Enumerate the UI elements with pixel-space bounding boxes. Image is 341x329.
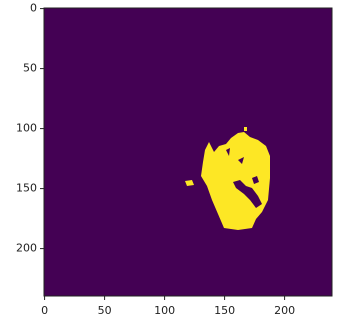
x-tick-label: 200 bbox=[274, 304, 295, 317]
x-tick-label: 100 bbox=[154, 304, 175, 317]
y-tick-label: 200 bbox=[16, 242, 37, 255]
y-tick-label: 100 bbox=[16, 122, 37, 135]
image-background bbox=[44, 8, 332, 296]
mask-island bbox=[244, 127, 247, 131]
x-tick-label: 50 bbox=[98, 304, 112, 317]
x-tick-label: 150 bbox=[214, 304, 235, 317]
chart: 0 50 100 150 200 0 50 100 150 200 bbox=[0, 0, 341, 325]
y-tick-label: 0 bbox=[30, 2, 37, 15]
y-tick-label: 150 bbox=[16, 182, 37, 195]
y-tick-label: 50 bbox=[23, 62, 37, 75]
x-tick-label: 0 bbox=[41, 304, 48, 317]
